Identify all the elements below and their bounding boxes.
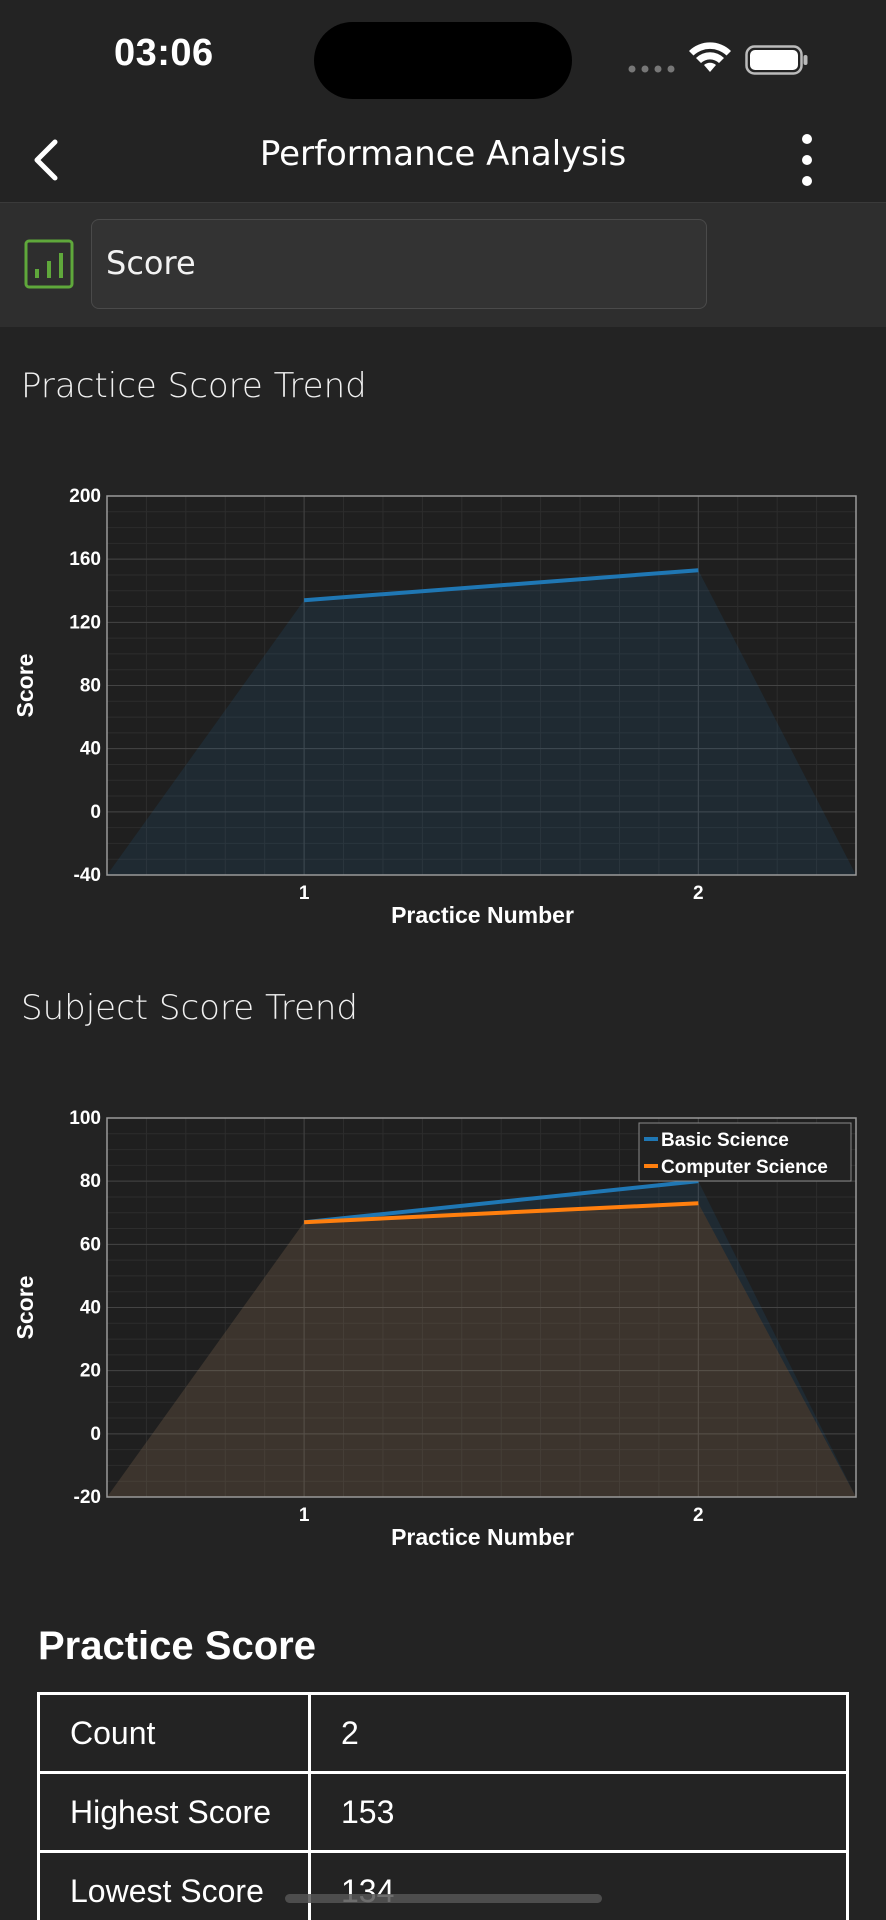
page-title: Performance Analysis (259, 134, 627, 174)
x-tick-label: 2 (693, 1505, 704, 1526)
practice-score-title: Practice Score (38, 1624, 316, 1668)
series-line (303, 568, 699, 603)
subject-score-trend-title: Subject Score Trend (21, 988, 358, 1028)
stat-value: 134 (308, 1850, 849, 1920)
plot-frame (106, 1117, 857, 1498)
stat-label: Highest Score (37, 1771, 311, 1853)
bar-chart-icon (24, 239, 74, 289)
table-row: Highest Score 153 (37, 1771, 849, 1853)
y-tick-label: 160 (69, 549, 101, 570)
legend-label: Computer Science (661, 1157, 828, 1178)
x-tick-label: 2 (693, 883, 704, 904)
stat-label: Lowest Score (37, 1850, 311, 1920)
subject-score-trend-chart: -20 0 20 40 60 80 100 1 2 Practice Number Score Bas… (12, 1108, 857, 1550)
series-line (303, 1179, 699, 1225)
y-axis-label: Score (12, 654, 38, 718)
stat-label: Count (37, 1692, 311, 1774)
table-row: Lowest Score 134 (37, 1850, 849, 1920)
status-time: 03:06 (114, 32, 214, 74)
y-tick-label: 80 (80, 1171, 101, 1192)
signal-icon (628, 65, 675, 73)
nav-bar: Performance Analysis (0, 120, 886, 202)
x-axis-label: Practice Number (391, 902, 574, 928)
y-tick-label: 0 (90, 1424, 101, 1445)
back-button[interactable] (20, 134, 72, 186)
y-tick-label: 120 (69, 612, 101, 633)
more-vertical-icon (802, 134, 812, 186)
series-area (107, 1181, 856, 1497)
metric-selector-row: Score (0, 202, 886, 327)
stat-value: 153 (308, 1771, 849, 1853)
y-axis-label: Score (12, 1276, 38, 1340)
y-tick-label: 200 (69, 486, 101, 507)
dynamic-island (314, 22, 572, 99)
y-tick-label: -40 (74, 865, 101, 886)
y-tick-label: 80 (80, 676, 101, 697)
practice-score-table: Count 2 Highest Score 153 Lowest Score 1… (37, 1692, 849, 1920)
home-indicator (285, 1894, 602, 1903)
series-line (304, 1201, 699, 1225)
metric-select-value: Score (106, 244, 196, 282)
x-tick-label: 1 (299, 1505, 310, 1526)
practice-score-trend-chart: -40 0 40 80 120 160 200 1 2 Practice Number Score (12, 486, 857, 928)
table-row: Count 2 (37, 1692, 849, 1774)
y-tick-label: 60 (80, 1234, 101, 1255)
plot-frame (106, 495, 857, 876)
y-tick-label: 40 (80, 739, 101, 760)
battery-icon (745, 45, 808, 75)
legend-box (638, 1122, 852, 1182)
stat-value: 2 (308, 1692, 849, 1774)
status-bar: 03:06 (0, 0, 886, 120)
y-tick-label: 40 (80, 1298, 101, 1319)
metric-select[interactable]: Score (91, 219, 707, 309)
y-tick-label: -20 (74, 1487, 101, 1508)
more-options-button[interactable] (787, 128, 827, 192)
y-tick-label: 20 (80, 1361, 101, 1382)
x-axis-label: Practice Number (391, 1524, 574, 1550)
wifi-icon (689, 42, 731, 72)
practice-score-trend-title: Practice Score Trend (21, 366, 367, 406)
y-tick-label: 100 (69, 1108, 101, 1129)
series-area (107, 570, 856, 875)
legend-label: Basic Science (661, 1130, 789, 1151)
series-area (107, 1203, 856, 1497)
y-tick-label: 0 (90, 802, 101, 823)
chevron-left-icon (34, 139, 58, 181)
x-tick-label: 1 (299, 883, 310, 904)
